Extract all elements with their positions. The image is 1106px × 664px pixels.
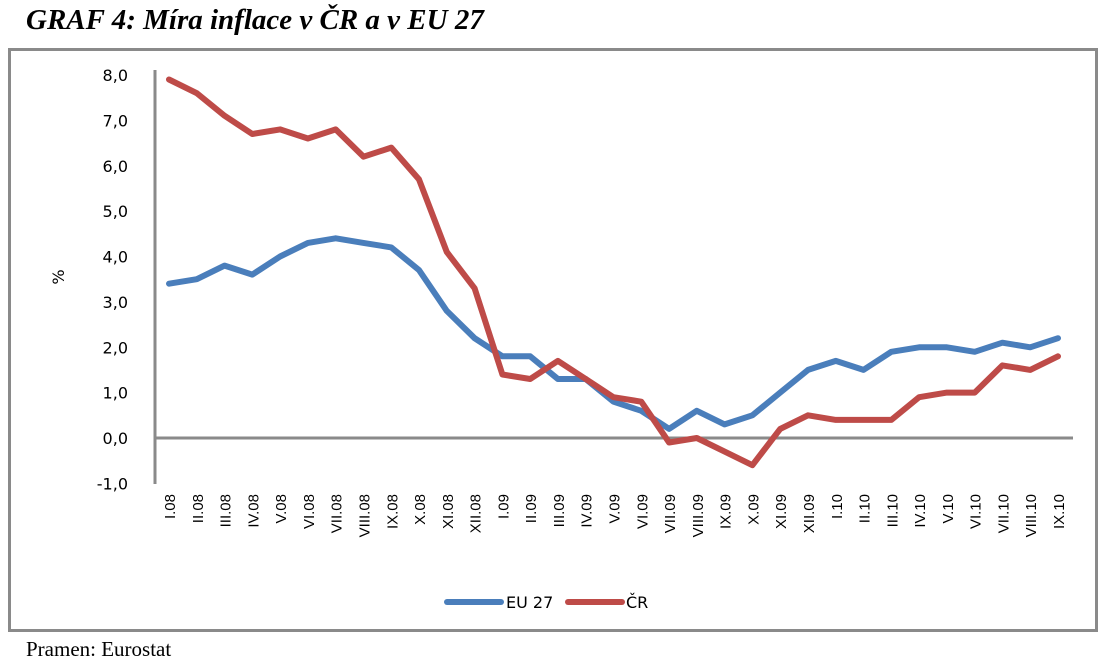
chart-title: GRAF 4: Míra inflace v ČR a v EU 27 (26, 4, 484, 36)
x-tick-label: XII.08 (468, 494, 485, 533)
x-axis-ticks: I.08 II.08 III.08 IV.08 V.08 VI.08 VII.08 VIII.… (162, 494, 1068, 537)
x-tick-label: VIII.10 (1023, 494, 1040, 537)
x-tick-label: VII.08 (329, 494, 346, 533)
y-tick-label: 7,0 (103, 111, 128, 130)
x-tick-label: VII.10 (995, 494, 1012, 533)
x-tick-label: IV.09 (579, 494, 596, 528)
x-tick-label: VI.10 (968, 494, 985, 529)
chart-frame (8, 48, 1098, 632)
source-note: Pramen: Eurostat (26, 637, 172, 661)
x-tick-label: VIII.08 (356, 494, 373, 537)
x-tick-label: II.10 (857, 494, 874, 523)
x-tick-label: V.09 (607, 494, 624, 523)
x-tick-label: IX.10 (1051, 494, 1068, 529)
x-tick-label: IX.08 (384, 494, 401, 529)
x-tick-label: IV.08 (245, 494, 262, 528)
x-tick-label: II.09 (523, 494, 540, 523)
x-tick-label: XI.09 (773, 494, 790, 529)
series-line-eu27 (166, 235, 1061, 432)
y-tick-label: 8,0 (103, 66, 128, 85)
x-tick-label: IX.09 (718, 494, 735, 529)
x-tick-label: VII.09 (662, 494, 679, 533)
x-tick-label: VIII.09 (690, 494, 707, 537)
x-tick-label: V.08 (273, 494, 290, 523)
legend-label: ČR (626, 593, 648, 612)
x-tick-label: XI.08 (440, 494, 457, 529)
y-tick-label: 0,0 (103, 429, 128, 448)
y-tick-label: 4,0 (103, 248, 128, 267)
x-tick-label: X.09 (745, 494, 762, 525)
x-tick-label: I.09 (495, 494, 512, 519)
y-tick-label: 3,0 (103, 293, 128, 312)
x-tick-label: IV.10 (912, 494, 929, 528)
x-tick-label: X.08 (412, 494, 429, 525)
x-tick-label: VI.09 (634, 494, 651, 529)
x-tick-label: III.10 (884, 494, 901, 527)
y-tick-label: 2,0 (103, 338, 128, 357)
y-axis-label: % (49, 269, 68, 284)
x-tick-label: V.10 (940, 494, 957, 523)
x-tick-label: I.10 (829, 494, 846, 519)
y-tick-label: 1,0 (103, 384, 128, 403)
x-tick-label: III.08 (218, 494, 235, 527)
legend: EU 27 ČR (444, 593, 648, 612)
x-tick-label: III.09 (551, 494, 568, 527)
x-tick-label: II.08 (190, 494, 207, 523)
x-tick-label: XII.09 (801, 494, 818, 533)
x-tick-label: VI.08 (301, 494, 318, 529)
y-tick-label: 5,0 (103, 202, 128, 221)
y-tick-label: 6,0 (103, 157, 128, 176)
y-tick-label: -1,0 (97, 474, 128, 493)
x-tick-label: I.08 (162, 494, 179, 519)
y-axis-ticks: 8,0 7,0 6,0 5,0 4,0 3,0 2,0 1,0 0,0 -1,0 (97, 66, 128, 493)
series-line-cr (166, 76, 1061, 469)
legend-label: EU 27 (506, 593, 553, 612)
